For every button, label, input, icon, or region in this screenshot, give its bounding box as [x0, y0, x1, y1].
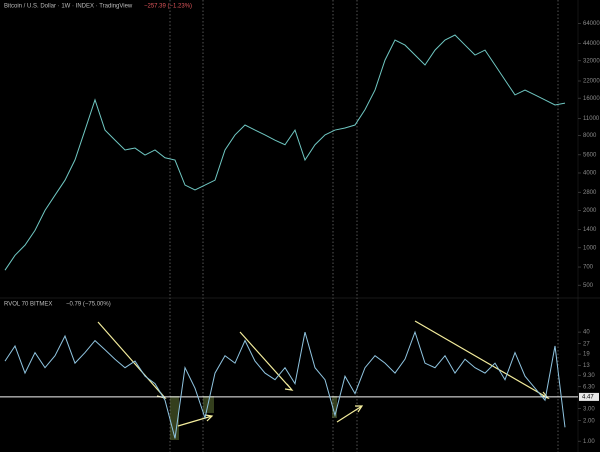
y-tick-label: 27: [583, 341, 590, 347]
trendline: [97, 321, 167, 400]
y-tick-label: 5600: [583, 152, 597, 158]
y-tick-label: 6.30: [583, 384, 595, 390]
trendline: [336, 405, 364, 423]
series-line: [4, 34, 566, 271]
y-tick-label: 1.00: [583, 439, 595, 445]
y-tick-label: 19: [583, 352, 590, 358]
y-tick-label: 22000: [583, 79, 600, 85]
y-tick-label: 11000: [583, 116, 600, 122]
y-tick-label: 9.30: [583, 373, 595, 379]
y-tick-label: 32000: [583, 58, 600, 64]
chart-title: Bitcoin / U.S. Dollar · 1W · INDEX · Tra…: [4, 4, 133, 10]
trendline: [239, 331, 294, 391]
y-tick-label: 1400: [583, 227, 597, 233]
y-tick-label: 2800: [583, 190, 597, 196]
y-tick-label: 3.00: [583, 406, 595, 412]
indicator-change: −0.79 (−75.00%): [66, 302, 111, 308]
level-tag: [579, 392, 599, 401]
trendline: [177, 414, 214, 427]
y-tick-label: 500: [583, 283, 594, 289]
y-tick-label: 44000: [583, 41, 600, 47]
y-tick-label: 13: [583, 363, 590, 369]
change: −257.39 (−1.23%): [144, 4, 192, 10]
y-tick-label: 8000: [583, 133, 597, 139]
indicator-title: RVOL 70 BITMEX: [4, 302, 52, 308]
trendline: [414, 320, 550, 400]
y-tick-label: 16000: [583, 96, 600, 102]
y-tick-label: 4000: [583, 171, 597, 177]
highlight: [170, 396, 179, 440]
trendlines: [97, 320, 550, 427]
y-tick-label: 40: [583, 330, 590, 336]
y-tick-label: 2000: [583, 208, 597, 214]
y-tick-label: 64000: [583, 21, 600, 27]
highlight: [332, 396, 337, 418]
y-tick-label: 1000: [583, 245, 597, 251]
level-label: 4.47: [582, 394, 594, 400]
highlight: [203, 396, 214, 413]
series-line: [4, 330, 566, 439]
y-tick-label: 700: [583, 265, 594, 271]
y-tick-label: 2.00: [583, 418, 595, 424]
